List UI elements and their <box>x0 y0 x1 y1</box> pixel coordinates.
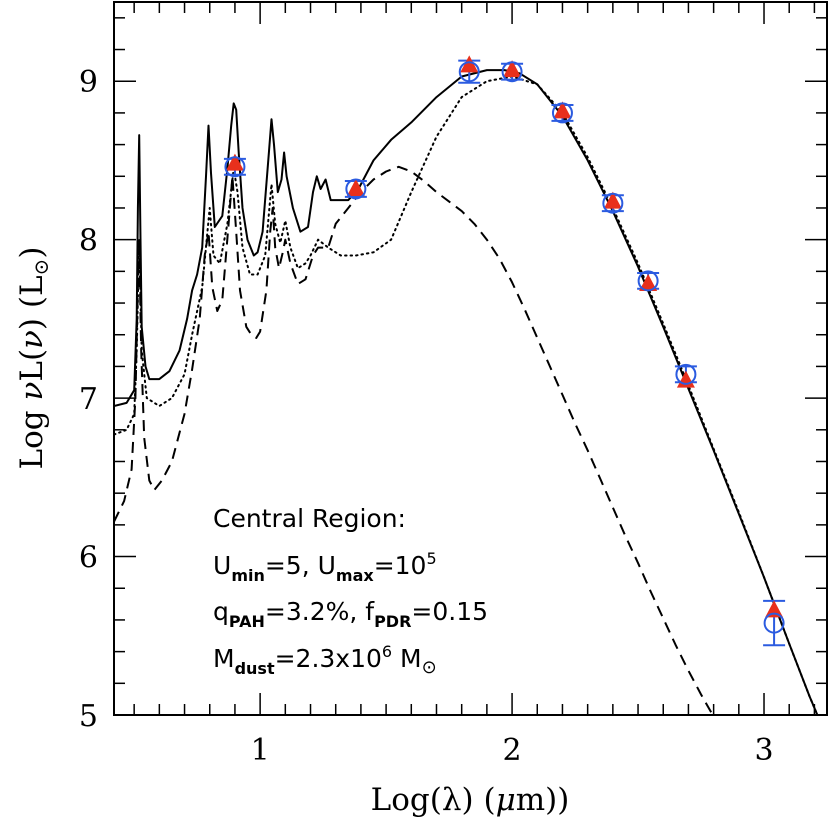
model-curves <box>114 69 819 715</box>
annotation-heading: Central Region: <box>213 504 406 533</box>
x-tick-label: 2 <box>503 733 522 768</box>
data-markers <box>223 55 786 647</box>
tick-labels: 1 2 3 5 6 7 8 9 <box>79 65 774 768</box>
observed-circle <box>224 156 246 178</box>
y-tick-label: 8 <box>79 224 98 259</box>
annotation: Central Region: Umin=5, Umax=105 qPAH=3.… <box>213 504 488 678</box>
observed-circle <box>675 363 697 385</box>
model-point <box>503 60 522 78</box>
observed-circle <box>458 61 480 83</box>
model-point <box>639 274 658 292</box>
model-point <box>603 191 622 209</box>
model-point <box>765 600 784 618</box>
y-axis-title: Log νL(ν) (L⊙) <box>14 247 53 470</box>
model-point <box>346 178 365 196</box>
x-axis-title: Log(λ) (μm)) <box>371 782 570 818</box>
annotation-line-u: Umin=5, Umax=105 <box>213 549 437 585</box>
model-curve-dotted <box>114 75 819 715</box>
axis-ticks <box>114 2 827 716</box>
observed-circle <box>763 612 785 634</box>
model-point <box>225 153 244 171</box>
y-tick-label: 6 <box>79 541 98 576</box>
observed-circle <box>501 61 523 83</box>
y-tick-label: 5 <box>79 699 98 734</box>
x-tick-label: 3 <box>754 733 773 768</box>
model-point <box>460 55 479 73</box>
model-point <box>553 101 572 119</box>
y-tick-label: 7 <box>79 382 98 417</box>
x-tick-label: 1 <box>251 733 270 768</box>
y-tick-label: 9 <box>79 65 98 100</box>
plot-frame <box>113 1 828 716</box>
observed-circle <box>602 192 624 214</box>
observed-circle <box>637 270 659 292</box>
model-point <box>676 370 695 388</box>
model-curve-dashed <box>114 165 714 715</box>
observed-circle <box>345 178 367 200</box>
annotation-line-q: qPAH=3.2%, fPDR=0.15 <box>213 597 488 631</box>
annotation-line-m: Mdust=2.3x106 M⊙ <box>213 642 437 678</box>
observed-circle <box>551 102 573 124</box>
model-curve-solid <box>114 69 819 715</box>
